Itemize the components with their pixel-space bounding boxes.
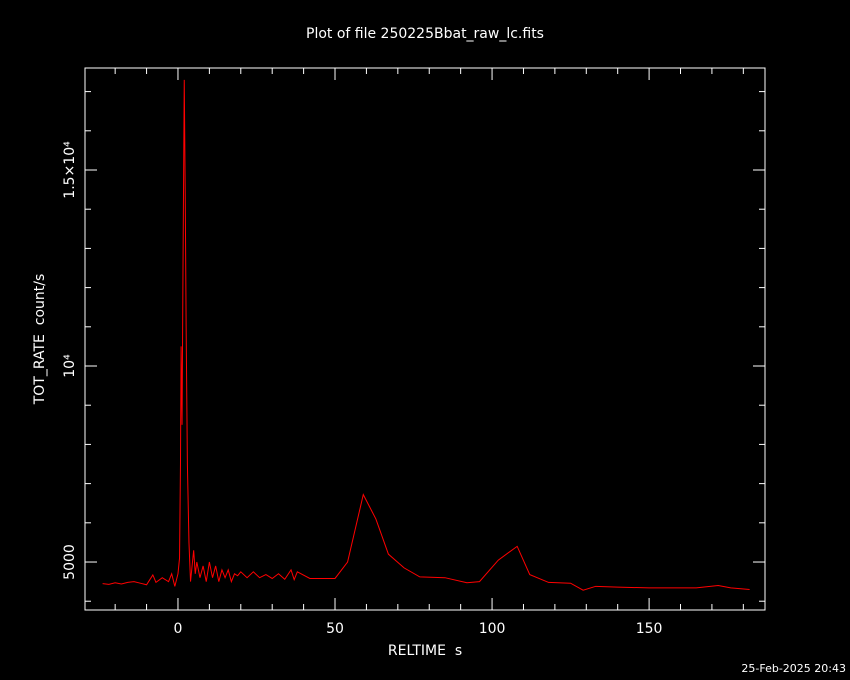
y-tick-label: 5000 — [62, 544, 78, 580]
y-axis-label: TOT_RATE count/s — [32, 274, 48, 406]
data-line — [102, 79, 750, 591]
x-tick-label: 100 — [479, 621, 506, 637]
plot-frame — [84, 67, 766, 611]
x-tick-label: 50 — [326, 621, 344, 637]
x-axis-label: RELTIME s — [388, 643, 462, 659]
y-tick-label: 10⁴ — [62, 354, 78, 378]
timestamp: 25-Feb-2025 20:43 — [741, 662, 846, 675]
x-tick-label: 0 — [174, 621, 183, 637]
chart-title: Plot of file 250225Bbat_raw_lc.fits — [306, 26, 544, 42]
y-tick-label: 1.5×10⁴ — [62, 141, 78, 199]
x-tick-label: 150 — [636, 621, 663, 637]
